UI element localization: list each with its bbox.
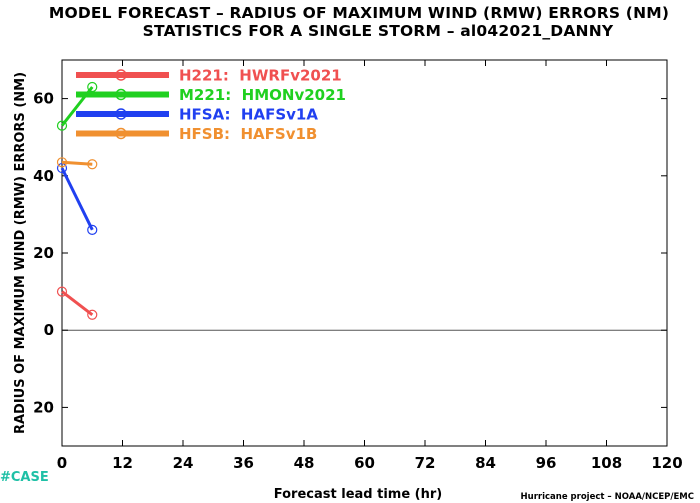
x-axis-label: Forecast lead time (hr) bbox=[274, 487, 442, 502]
legend-entry-label: HFSB: HAFSv1B bbox=[179, 125, 317, 143]
y-tick-label: 20 bbox=[33, 398, 54, 416]
x-tick-label: 48 bbox=[294, 454, 315, 472]
x-tick-label: 24 bbox=[173, 454, 194, 472]
legend-entry-label: M221: HMONv2021 bbox=[179, 86, 346, 104]
x-tick-label: 12 bbox=[112, 454, 133, 472]
case-label: #CASE bbox=[0, 470, 49, 485]
x-tick-label: 96 bbox=[536, 454, 557, 472]
legend-swatch-marker bbox=[115, 108, 127, 120]
x-tick-label: 72 bbox=[415, 454, 436, 472]
y-axis-label: RADIUS OF MAXIMUM WIND (RMW) ERRORS (NM) bbox=[13, 72, 28, 434]
legend-swatch-marker bbox=[115, 69, 127, 81]
plot-frame bbox=[61, 59, 668, 447]
data-point-marker bbox=[56, 157, 68, 168]
y-tick-label: 20 bbox=[33, 244, 54, 262]
series-line-2 bbox=[60, 167, 94, 231]
data-point-marker bbox=[87, 309, 98, 320]
x-tick-label: 108 bbox=[591, 454, 622, 472]
x-tick-label: 36 bbox=[233, 454, 254, 472]
legend-entry-label: H221: HWRFv2021 bbox=[179, 67, 342, 85]
credit-text: Hurricane project – NOAA/NCEP/EMC bbox=[521, 492, 694, 502]
series-line-0 bbox=[61, 290, 94, 316]
data-point-marker bbox=[87, 224, 98, 235]
x-tick-label: 0 bbox=[57, 454, 67, 472]
legend-entry-label: HFSA: HAFSv1A bbox=[179, 106, 318, 124]
legend-swatch-marker bbox=[115, 88, 127, 101]
y-tick-label: 40 bbox=[33, 167, 54, 185]
x-tick-label: 120 bbox=[651, 454, 682, 472]
data-point-marker bbox=[56, 120, 68, 131]
y-tick-label: 0 bbox=[44, 321, 54, 339]
chart-title-line1: MODEL FORECAST – RADIUS OF MAXIMUM WIND … bbox=[49, 4, 669, 22]
data-point-marker bbox=[87, 159, 98, 170]
x-tick-label: 60 bbox=[354, 454, 375, 472]
x-tick-label: 84 bbox=[475, 454, 496, 472]
y-tick-label: 60 bbox=[33, 90, 54, 108]
chart-title-line2: STATISTICS FOR A SINGLE STORM – al042021… bbox=[143, 22, 614, 40]
legend-swatch-marker bbox=[115, 127, 127, 140]
data-point-marker bbox=[56, 286, 68, 297]
